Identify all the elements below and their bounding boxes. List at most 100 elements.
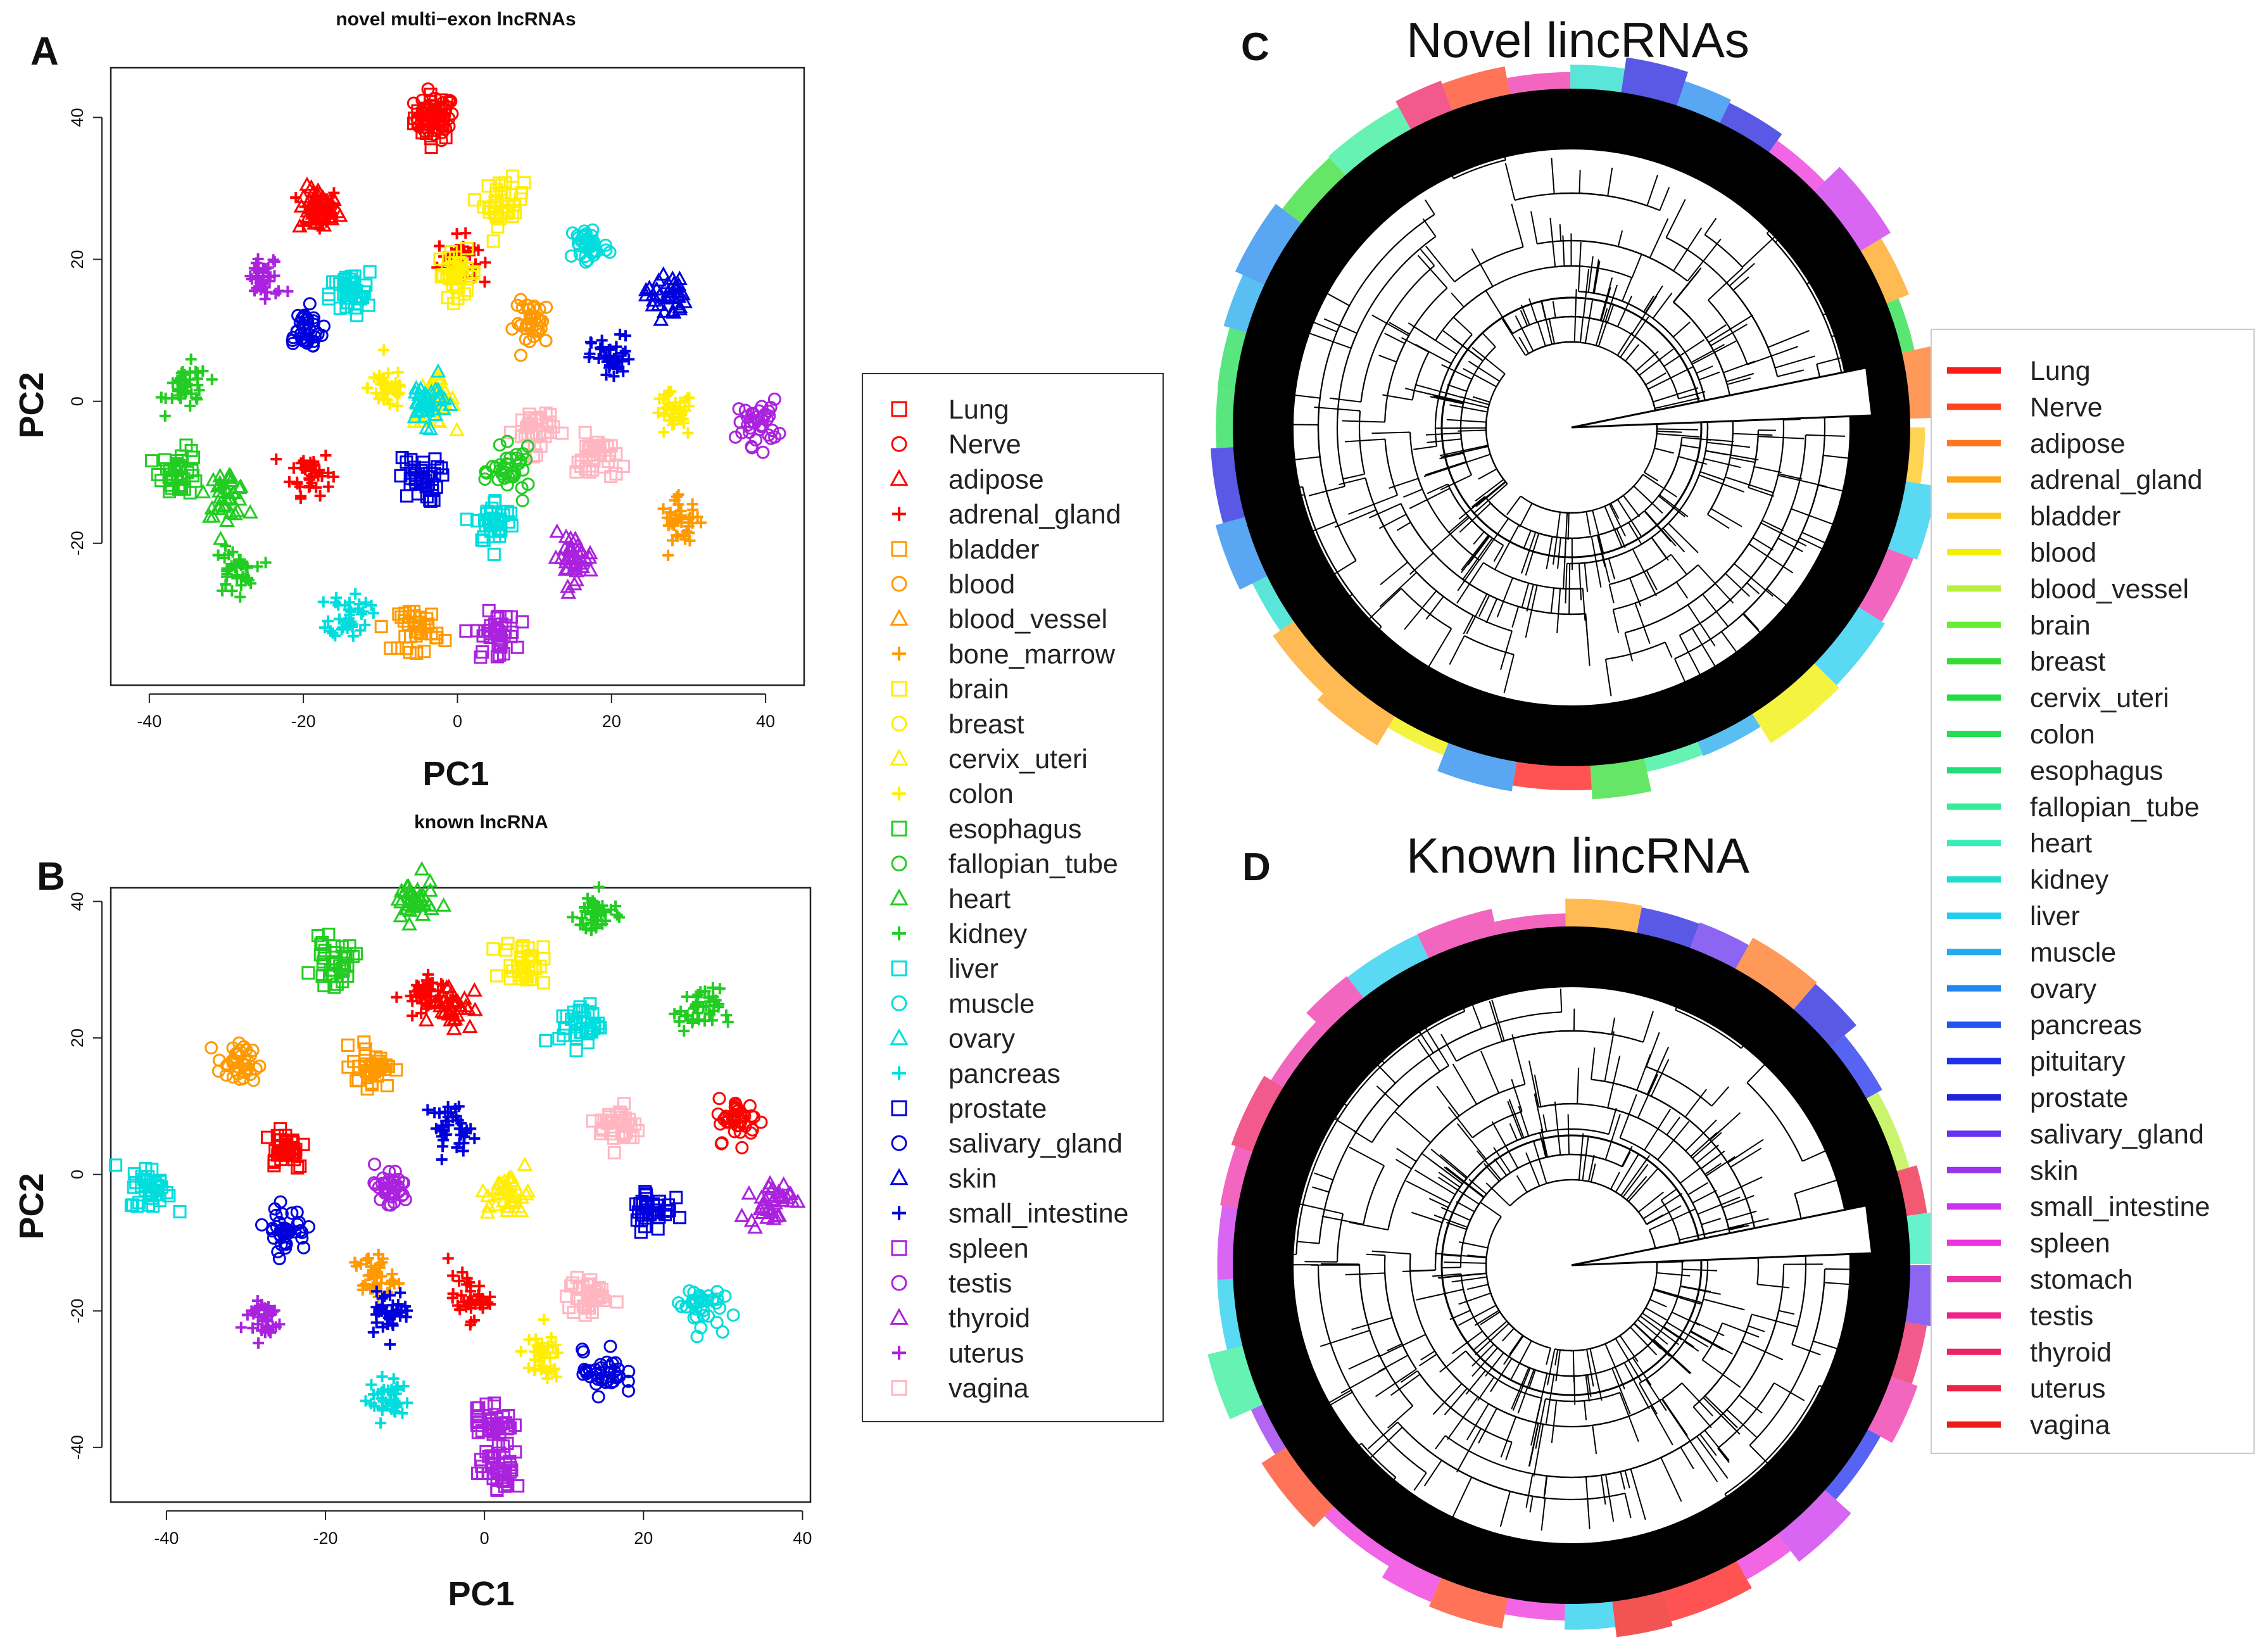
data-point	[729, 430, 743, 444]
branch-edge	[1691, 344, 1725, 363]
branch-edge	[1582, 588, 1586, 621]
branch-edge	[1542, 1114, 1547, 1132]
data-point	[151, 1180, 165, 1194]
branch-arc	[1384, 334, 1411, 422]
tissue-arc-segment	[1252, 576, 1295, 631]
data-point	[645, 1206, 659, 1220]
data-point	[584, 1286, 598, 1300]
data-point	[669, 396, 681, 408]
branch-edge	[1425, 596, 1444, 620]
tree-legend-item-stomach: stomach	[1947, 1265, 2133, 1295]
tissue-arc-segment	[1859, 238, 1909, 304]
branch-arc	[1470, 1179, 1502, 1221]
legend-label: adipose	[948, 464, 1044, 495]
data-point	[445, 107, 459, 121]
data-point	[490, 650, 504, 664]
legend-marker	[891, 856, 907, 872]
data-point	[659, 403, 671, 415]
data-point	[420, 489, 434, 503]
data-point	[421, 82, 435, 96]
branch-edge	[1408, 1014, 1434, 1054]
branch-edge	[1529, 1496, 1534, 1513]
tissue-arc-segment	[1590, 757, 1652, 800]
branch-edge	[1710, 324, 1748, 346]
data-point	[237, 571, 249, 583]
branch-edge	[1328, 1391, 1353, 1407]
data-point	[430, 363, 446, 378]
branch-edge	[1684, 1089, 1707, 1118]
branch-edge	[1665, 641, 1673, 658]
legend-label: vagina	[948, 1374, 1029, 1404]
tissue-arc-segment	[1211, 446, 1247, 524]
legend-marker	[891, 681, 907, 697]
branch-arc	[1590, 1327, 1631, 1349]
branch-arc	[1360, 265, 1435, 402]
data-point	[591, 1372, 605, 1386]
branch-edge	[1485, 1182, 1511, 1207]
branch-edge	[1585, 511, 1591, 536]
branch-edge	[1813, 1340, 1856, 1355]
data-point	[297, 1241, 311, 1254]
panel-a-x-label: PC1	[422, 755, 489, 793]
branch-edge	[1515, 315, 1534, 351]
branch-edge	[1497, 130, 1506, 160]
tree-legend-item-blood: blood	[1947, 538, 2096, 568]
data-point	[565, 1276, 579, 1290]
branch-arc	[1464, 635, 1515, 655]
x-tick-label: -20	[291, 712, 316, 731]
data-point	[491, 624, 505, 638]
branch-edge	[1607, 167, 1613, 196]
legend-item-bone-marrow: bone_marrow	[892, 639, 1116, 669]
root-arc	[1440, 296, 1703, 559]
branch-edge	[1475, 479, 1504, 502]
branch-edge	[1650, 1405, 1673, 1446]
data-point	[298, 462, 310, 474]
tissue-arc-segment	[1736, 1532, 1791, 1580]
legend-item-blood: blood	[891, 569, 1015, 600]
legend-label: heart	[2030, 828, 2092, 859]
branch-edge	[1389, 477, 1419, 489]
tissue-arc-segment	[1324, 1505, 1397, 1567]
branch-arc	[1546, 1153, 1622, 1168]
branch-edge	[1597, 320, 1608, 347]
legend-marker	[890, 888, 909, 906]
data-point	[734, 1208, 750, 1222]
data-point	[657, 503, 669, 515]
branch-edge	[1624, 1493, 1632, 1519]
data-point	[472, 1415, 486, 1429]
tree-legend-item-breast: breast	[1947, 647, 2106, 677]
data-point	[360, 1395, 372, 1407]
data-point	[299, 176, 315, 191]
branch-arc	[1666, 1134, 1686, 1152]
data-point	[184, 400, 196, 412]
data-point	[558, 553, 574, 569]
branch-edge	[1672, 1311, 1701, 1326]
data-point	[564, 249, 578, 263]
branch-edge	[1450, 453, 1491, 469]
legend-item-cervix-uteri: cervix_uteri	[890, 744, 1088, 774]
data-point	[583, 562, 599, 577]
branch-edge	[1654, 447, 1674, 454]
data-point	[455, 1117, 467, 1129]
branch-edge	[1668, 522, 1699, 553]
data-point	[622, 1365, 636, 1379]
branch-arc	[1453, 159, 1506, 179]
branch-edge	[1417, 1039, 1440, 1072]
data-point	[672, 1296, 686, 1310]
data-point	[743, 1099, 757, 1113]
branch-edge	[1659, 494, 1689, 517]
data-point	[368, 1158, 382, 1172]
data-point	[226, 585, 238, 597]
y-tick-label: 40	[68, 108, 87, 127]
data-point	[259, 293, 271, 305]
branch-edge	[1708, 267, 1744, 301]
branch-edge	[1616, 332, 1633, 356]
branch-edge	[1646, 174, 1658, 206]
branch-arc	[1401, 588, 1452, 629]
branch-edge	[1535, 1398, 1546, 1449]
cluster-testis	[367, 1158, 412, 1212]
branch-edge	[1411, 325, 1458, 355]
data-point	[447, 1270, 459, 1282]
branch-edge	[1692, 1132, 1722, 1159]
data-point	[449, 422, 465, 436]
